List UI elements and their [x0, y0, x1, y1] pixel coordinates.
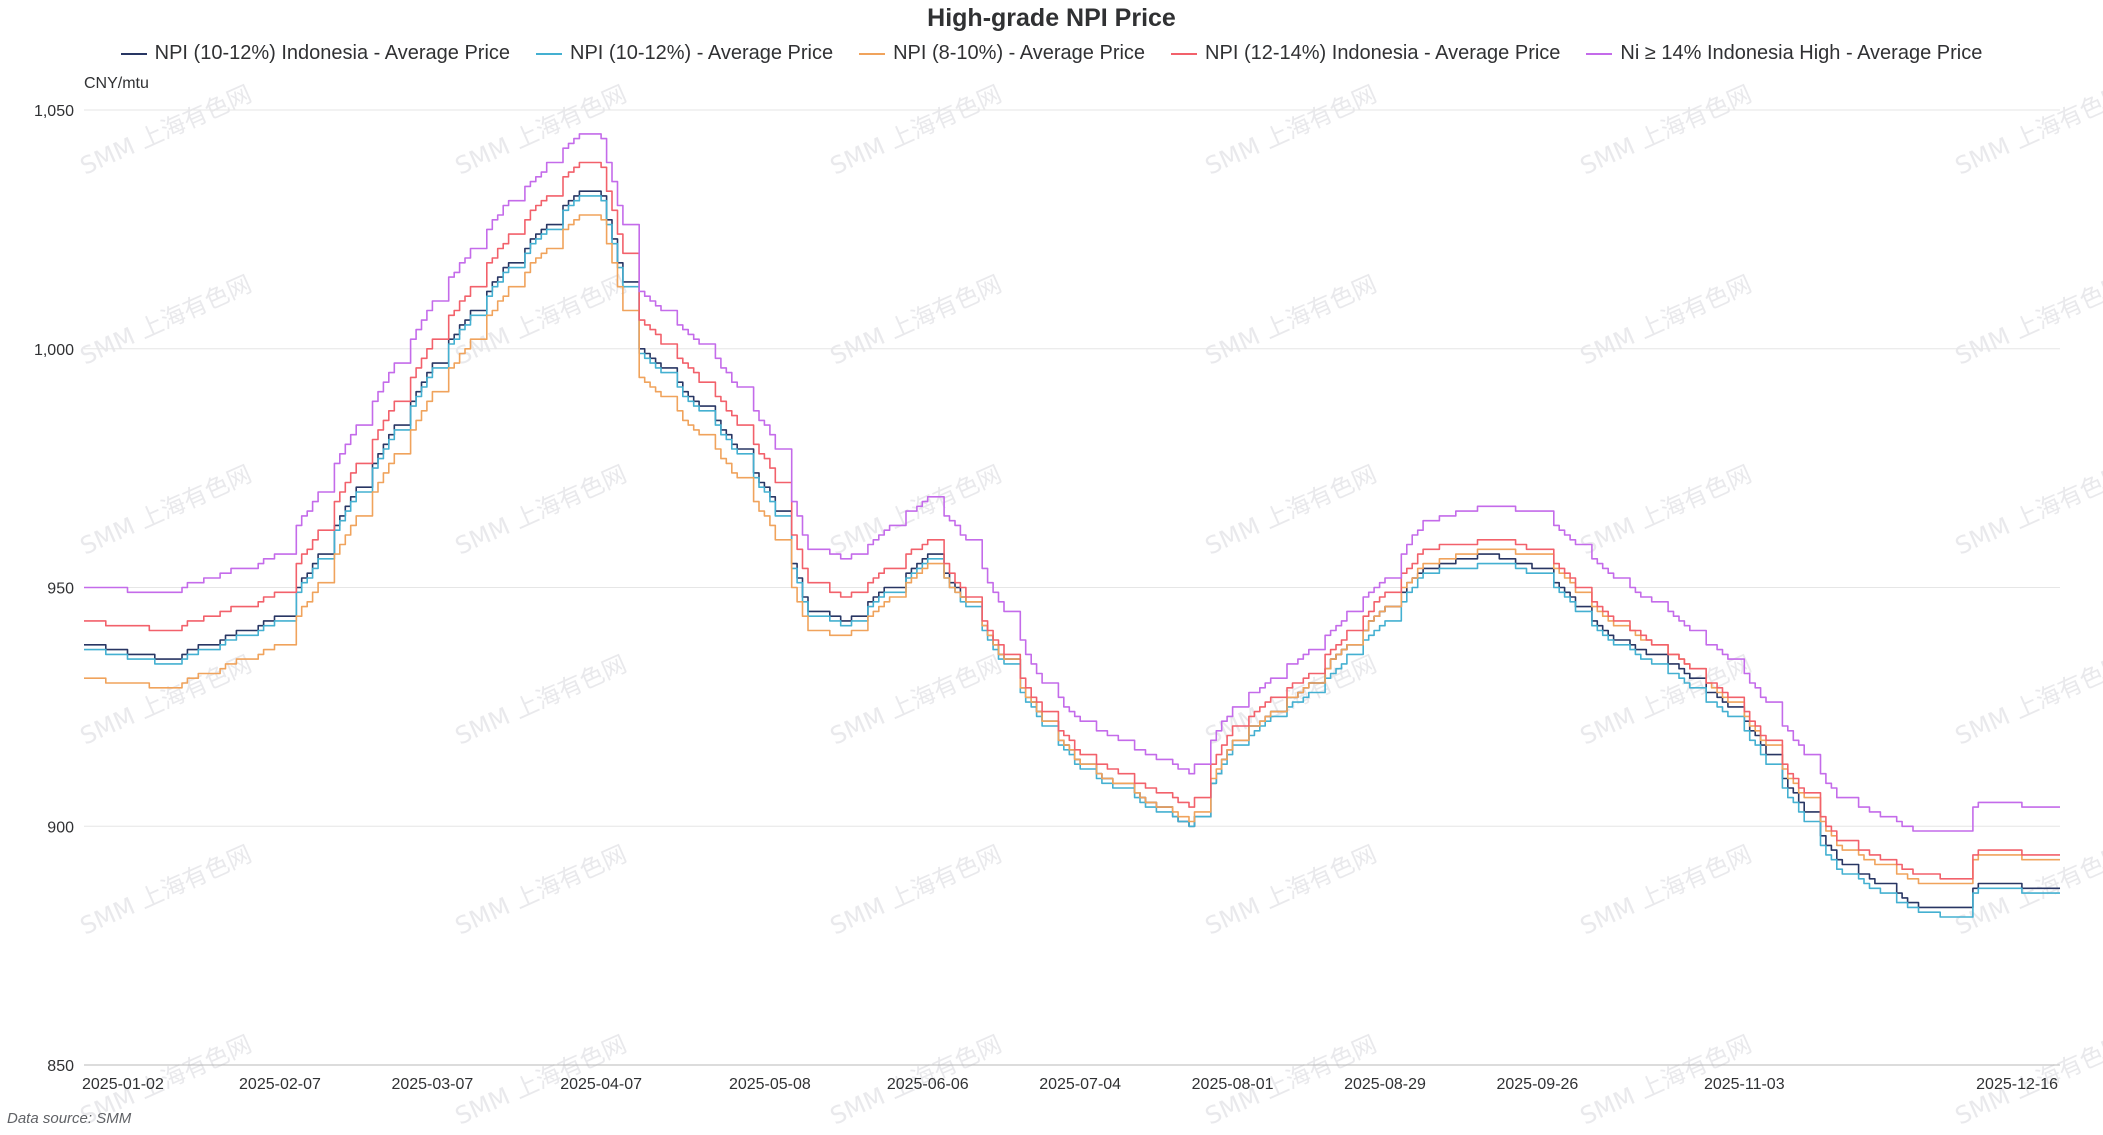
- watermark-text: SMM 上海有色网: [1576, 460, 1756, 561]
- watermark-text: SMM 上海有色网: [451, 270, 631, 371]
- legend-swatch: [120, 52, 147, 55]
- x-tick-label: 2025-11-03: [1704, 1076, 1785, 1093]
- data-source-note: Data source: SMM: [7, 1110, 132, 1127]
- watermark-text: SMM 上海有色网: [76, 460, 256, 561]
- legend-item[interactable]: Ni ≥ 14% Indonesia High - Average Price: [1586, 42, 1982, 65]
- watermark-text: SMM 上海有色网: [1951, 650, 2103, 751]
- chart-title: High-grade NPI Price: [927, 4, 1176, 32]
- legend-swatch: [1171, 52, 1198, 55]
- watermark-text: SMM 上海有色网: [1201, 460, 1381, 561]
- watermark-text: SMM 上海有色网: [76, 80, 256, 181]
- watermark-text: SMM 上海有色网: [1576, 840, 1756, 941]
- watermark-text: SMM 上海有色网: [1576, 270, 1756, 371]
- watermark-text: SMM 上海有色网: [826, 80, 1006, 181]
- y-tick-label: 1,000: [34, 342, 74, 359]
- watermark-text: SMM 上海有色网: [1951, 460, 2103, 561]
- watermark-text: SMM 上海有色网: [1201, 840, 1381, 941]
- y-tick-label: 850: [47, 1058, 74, 1075]
- x-tick-label: 2025-01-02: [82, 1076, 164, 1093]
- x-tick-label: 2025-05-08: [729, 1076, 811, 1093]
- legend-swatch: [859, 52, 886, 55]
- watermark-text: SMM 上海有色网: [451, 460, 631, 561]
- y-axis-unit: CNY/mtu: [84, 75, 149, 92]
- x-tick-label: 2025-08-01: [1192, 1076, 1274, 1093]
- watermark-text: SMM 上海有色网: [826, 460, 1006, 561]
- y-tick-label: 900: [47, 819, 74, 836]
- legend-label: NPI (8-10%) - Average Price: [893, 42, 1146, 64]
- x-tick-label: 2025-09-26: [1496, 1076, 1578, 1093]
- y-tick-label: 1,050: [34, 103, 74, 120]
- series-line: [84, 195, 2060, 918]
- legend-swatch: [536, 52, 563, 55]
- watermark-text: SMM 上海有色网: [1201, 80, 1381, 181]
- watermark-text: SMM 上海有色网: [76, 650, 256, 751]
- watermark-text: SMM 上海有色网: [1951, 80, 2103, 181]
- x-tick-label: 2025-02-07: [239, 1076, 321, 1093]
- series-line: [84, 133, 2060, 832]
- x-tick-label: 2025-07-04: [1039, 1076, 1121, 1093]
- legend-item[interactable]: NPI (10-12%) Indonesia - Average Price: [120, 42, 511, 65]
- x-tick-label: 2025-08-29: [1344, 1076, 1426, 1093]
- legend-item[interactable]: NPI (10-12%) - Average Price: [536, 42, 833, 65]
- legend: NPI (10-12%) Indonesia - Average Price NP…: [0, 42, 2103, 65]
- x-tick-label: 2025-06-06: [887, 1076, 969, 1093]
- watermark-text: SMM 上海有色网: [76, 270, 256, 371]
- legend-swatch: [1586, 52, 1613, 55]
- watermark-text: SMM 上海有色网: [1576, 650, 1756, 751]
- watermark-text: SMM 上海有色网: [826, 840, 1006, 941]
- watermark-text: SMM 上海有色网: [1576, 80, 1756, 181]
- legend-label: NPI (10-12%) Indonesia - Average Price: [154, 42, 511, 64]
- series-line: [84, 214, 2060, 885]
- x-tick-label: 2025-12-16: [1976, 1076, 2058, 1093]
- series-line: [84, 161, 2060, 880]
- watermark-text: SMM 上海有色网: [451, 840, 631, 941]
- legend-label: NPI (12-14%) Indonesia - Average Price: [1205, 42, 1561, 64]
- watermark-text: SMM 上海有色网: [826, 650, 1006, 751]
- watermark-text: SMM 上海有色网: [1951, 270, 2103, 371]
- y-tick-label: 950: [47, 581, 74, 598]
- x-tick-label: 2025-04-07: [560, 1076, 642, 1093]
- watermark-text: SMM 上海有色网: [451, 650, 631, 751]
- legend-item[interactable]: NPI (8-10%) - Average Price: [859, 42, 1145, 65]
- legend-label: Ni ≥ 14% Indonesia High - Average Price: [1620, 42, 1983, 64]
- watermark-text: SMM 上海有色网: [826, 270, 1006, 371]
- watermark-text: SMM 上海有色网: [1201, 270, 1381, 371]
- legend-label: NPI (10-12%) - Average Price: [570, 42, 834, 64]
- legend-item[interactable]: NPI (12-14%) Indonesia - Average Price: [1171, 42, 1560, 65]
- watermark-text: SMM 上海有色网: [76, 840, 256, 941]
- watermark-text: SMM 上海有色网: [451, 80, 631, 181]
- series-line: [84, 190, 2060, 909]
- x-tick-label: 2025-03-07: [391, 1076, 473, 1093]
